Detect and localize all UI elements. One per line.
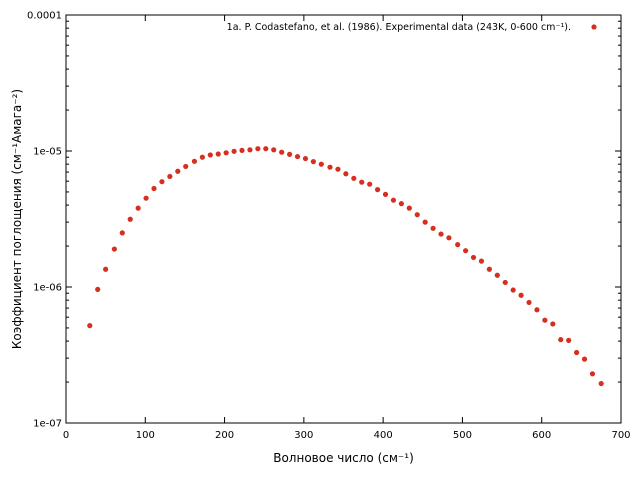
data-point (486, 266, 492, 272)
x-tick-label: 200 (215, 430, 234, 441)
data-point (318, 161, 324, 167)
data-point (406, 205, 412, 211)
data-point (215, 151, 221, 157)
data-point (430, 225, 436, 231)
data-point (286, 151, 293, 157)
data-point (263, 146, 269, 152)
data-point (478, 258, 485, 264)
data-point (526, 299, 532, 306)
data-point (374, 187, 381, 193)
data-point (438, 231, 444, 237)
data-point (455, 242, 461, 248)
data-point (343, 171, 349, 177)
plot-area (65, 14, 622, 424)
data-point (111, 246, 117, 252)
data-point (310, 159, 316, 165)
data-point (143, 195, 149, 201)
data-point (271, 147, 277, 153)
data-point (159, 179, 165, 185)
data-point (183, 163, 189, 170)
data-point (446, 235, 452, 241)
x-tick-label: 700 (611, 430, 630, 441)
data-point (510, 287, 516, 293)
data-point (279, 149, 285, 155)
data-point (470, 254, 477, 261)
data-point (175, 168, 181, 174)
x-tick-label: 0 (63, 430, 69, 441)
legend-entry-label: 1a. P. Codastefano, et al. (1986). Exper… (227, 22, 571, 33)
data-point (598, 380, 604, 387)
x-tick-label: 300 (294, 430, 313, 441)
data-point (327, 164, 333, 170)
data-point (494, 272, 500, 278)
y-tick-label: 1e-07 (33, 419, 62, 430)
data-point (502, 279, 508, 286)
data-point (223, 150, 229, 156)
data-point (367, 181, 373, 187)
data-point (335, 166, 341, 172)
data-point (390, 197, 397, 203)
y-tick-label: 1e-05 (33, 147, 62, 158)
data-point (135, 205, 141, 211)
legend-marker (591, 24, 597, 30)
y-tick-label: 1e-06 (33, 283, 62, 294)
x-tick-label: 500 (453, 430, 472, 441)
data-point (199, 154, 205, 160)
data-point (167, 173, 173, 180)
data-point (542, 317, 548, 323)
axis-ticks (65, 14, 622, 424)
y-axis-label: Коэффициент поглощения (см⁻¹Амага⁻²) (10, 89, 24, 349)
data-point (518, 292, 524, 298)
data-point (463, 248, 469, 254)
data-point (302, 155, 309, 162)
data-point (566, 337, 572, 343)
x-tick-label: 400 (374, 430, 393, 441)
data-point (534, 307, 540, 313)
data-point (558, 337, 564, 343)
data-point (231, 148, 237, 154)
data-point (359, 179, 365, 185)
x-tick-label: 600 (532, 430, 551, 441)
data-point (191, 158, 198, 164)
data-point (247, 147, 253, 153)
data-point (422, 219, 428, 225)
data-point (382, 191, 389, 197)
data-point (294, 153, 301, 160)
x-axis-label: Волновое число (см⁻¹) (273, 451, 414, 465)
data-point (239, 147, 245, 154)
data-point (151, 185, 157, 192)
legend: 1a. P. Codastefano, et al. (1986). Exper… (227, 22, 597, 33)
data-point (550, 321, 556, 327)
data-point (581, 356, 588, 362)
data-point (119, 230, 125, 236)
data-point (414, 212, 420, 218)
data-point (207, 152, 213, 158)
data-points (87, 146, 604, 387)
data-point (127, 216, 133, 222)
data-point (398, 201, 404, 207)
data-point (95, 286, 101, 293)
data-point (103, 266, 109, 272)
data-point (87, 323, 93, 329)
axis-tick-labels: 0 100 200 300 400 500 600 700 1e-07 1e-06 1e-05 0.0… (27, 11, 631, 442)
data-point (351, 175, 357, 181)
y-tick-label: 0.0001 (27, 11, 62, 22)
data-point (255, 146, 261, 152)
data-point (589, 371, 596, 377)
x-tick-label: 100 (136, 430, 155, 441)
data-point (574, 349, 580, 356)
